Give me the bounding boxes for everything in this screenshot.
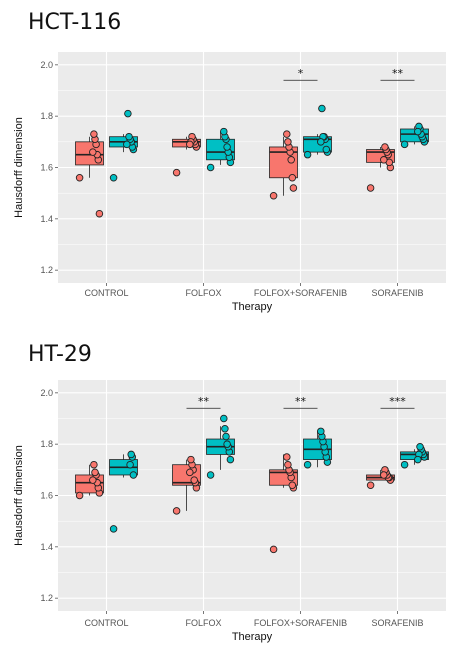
data-point — [303, 460, 312, 469]
y-tick-label: 1.8 — [40, 111, 53, 121]
data-point — [284, 138, 292, 146]
data-point — [288, 481, 297, 489]
significance-label: ** — [392, 67, 404, 80]
data-point — [223, 143, 231, 151]
x-tick-label: CONTROL — [84, 618, 128, 628]
x-tick-label: SORAFENIB — [371, 288, 423, 298]
x-tick-label: FOLFOX — [185, 288, 221, 298]
data-point — [75, 491, 84, 500]
data-point — [206, 163, 215, 172]
data-point — [287, 156, 295, 164]
data-point — [220, 127, 228, 136]
data-point — [127, 450, 135, 459]
y-tick-label: 1.2 — [40, 593, 53, 603]
chart-ht29: 1.21.41.61.82.0** ** ***CONTROL FOLFOX FOLFO… — [13, 380, 446, 643]
chart-hct116: 1.21.41.61.82.0* **CONTROL FOLFOX FOLFOX+SO… — [13, 52, 446, 313]
data-point — [187, 455, 195, 464]
x-axis-title: Therapy — [232, 301, 273, 313]
data-point — [416, 442, 424, 451]
y-tick-label: 1.4 — [40, 542, 53, 552]
data-point — [317, 427, 325, 436]
data-point — [186, 468, 194, 477]
data-point — [317, 138, 325, 146]
data-point — [318, 104, 326, 113]
data-point — [366, 481, 375, 489]
data-point — [109, 174, 118, 182]
y-tick-label: 1.4 — [40, 214, 53, 224]
x-tick-label: CONTROL — [84, 288, 128, 298]
x-tick-label: FOLFOX+SORAFENIB — [254, 288, 347, 298]
data-point — [123, 140, 131, 149]
data-point — [269, 545, 278, 554]
data-point — [222, 432, 230, 441]
data-point — [414, 127, 422, 136]
chart-panel-1: HCT-116 1.2 1.4 1.6 1.8 2.0 * ** CONTROL FOLFOX F… — [0, 0, 453, 320]
data-point — [400, 460, 409, 469]
chart-title: HT-29 — [28, 342, 92, 367]
data-point — [95, 209, 104, 218]
data-point — [400, 140, 409, 149]
data-point — [89, 148, 97, 156]
y-tick-label: 2.0 — [40, 388, 53, 398]
x-axis-title: Therapy — [232, 631, 273, 643]
data-point — [283, 453, 291, 461]
data-point — [284, 460, 292, 469]
significance-label: * — [298, 67, 304, 80]
data-point — [90, 460, 98, 469]
data-point — [75, 174, 84, 182]
significance-label: *** — [389, 395, 406, 408]
data-point — [226, 455, 235, 464]
data-point — [172, 168, 181, 177]
data-point — [125, 132, 133, 141]
data-point — [129, 471, 138, 479]
significance-label: ** — [198, 395, 210, 408]
data-point — [288, 174, 297, 182]
data-point — [186, 140, 194, 149]
y-axis-title: Hausdorff dimension — [13, 445, 25, 546]
data-point — [172, 507, 181, 515]
data-point — [124, 109, 132, 118]
data-point — [90, 130, 98, 138]
data-point — [223, 440, 231, 448]
data-point — [303, 150, 312, 159]
data-point — [269, 191, 278, 200]
y-tick-label: 1.6 — [40, 491, 53, 501]
y-tick-label: 2.0 — [40, 60, 53, 70]
data-point — [109, 525, 118, 533]
data-point — [283, 130, 291, 138]
data-point — [380, 156, 388, 164]
data-point — [91, 468, 99, 477]
data-point — [322, 145, 331, 154]
data-point — [380, 471, 388, 479]
data-point — [190, 476, 198, 484]
data-point — [206, 471, 215, 479]
chart-title: HCT-116 — [28, 10, 122, 35]
x-tick-label: SORAFENIB — [371, 618, 423, 628]
data-point — [381, 143, 389, 151]
y-tick-label: 1.6 — [40, 163, 53, 173]
y-tick-label: 1.2 — [40, 265, 53, 275]
chart-panel-2: HT-29 1.2 1.4 1.6 1.8 2.0 ** ** *** CONTROL FOLFO… — [0, 320, 453, 649]
x-tick-label: FOLFOX+SORAFENIB — [254, 618, 347, 628]
data-point — [289, 184, 298, 192]
data-point — [366, 184, 375, 192]
significance-label: ** — [295, 395, 307, 408]
data-point — [126, 460, 134, 469]
y-axis-title: Hausdorff dimension — [13, 117, 25, 218]
data-point — [89, 476, 97, 484]
y-tick-label: 1.8 — [40, 439, 53, 449]
x-tick-label: FOLFOX — [185, 618, 221, 628]
data-point — [221, 425, 229, 433]
data-point — [414, 455, 422, 464]
data-point — [220, 414, 228, 423]
